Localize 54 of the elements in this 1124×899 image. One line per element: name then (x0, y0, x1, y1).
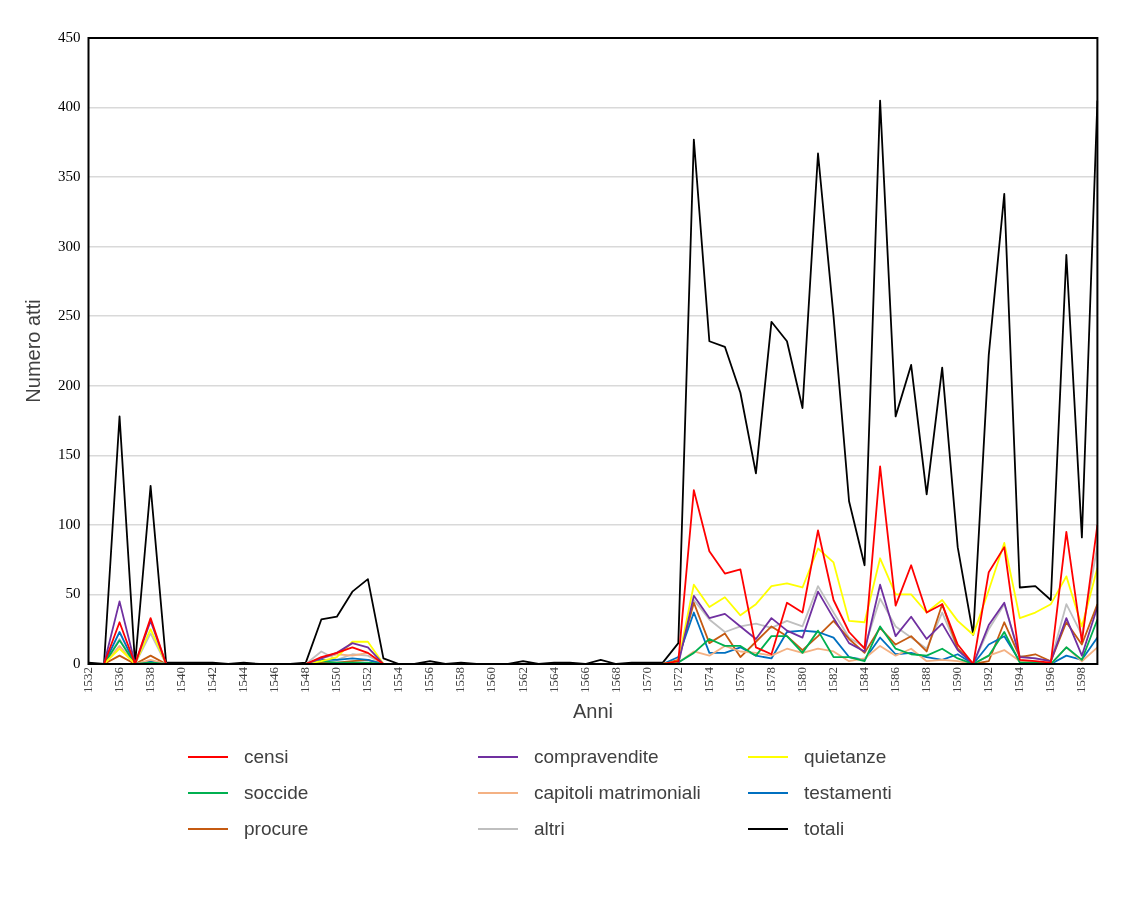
x-tick-label: 1578 (762, 667, 778, 693)
y-tick-label: 250 (58, 307, 81, 324)
x-tick-label: 1540 (173, 667, 189, 693)
x-tick-label: 1544 (235, 666, 251, 693)
y-tick-label: 350 (58, 168, 81, 185)
x-tick-label: 1570 (638, 667, 654, 693)
x-tick-label: 1576 (731, 666, 747, 693)
x-tick-label: 1598 (1073, 667, 1089, 693)
x-tick-label: 1558 (452, 667, 468, 693)
legend-label: censi (244, 746, 289, 768)
x-tick-label: 1562 (514, 667, 530, 693)
y-tick-label: 150 (58, 446, 81, 463)
x-tick-label: 1554 (390, 666, 406, 693)
x-tick-label: 1572 (669, 667, 685, 693)
legend-label: altri (534, 818, 565, 840)
legend-label: testamenti (804, 782, 892, 804)
x-axis-title: Anni (572, 699, 613, 722)
x-tick-label: 1564 (545, 666, 561, 693)
x-tick-label: 1580 (793, 667, 809, 693)
legend-label: soccide (244, 782, 309, 804)
y-tick-label: 300 (58, 237, 81, 254)
y-tick-label: 450 (58, 28, 81, 45)
x-tick-label: 1584 (856, 666, 871, 693)
x-tick-label: 1596 (1042, 666, 1058, 693)
x-tick-label: 1548 (297, 667, 313, 693)
legend-label: capitoli matrimoniali (534, 782, 701, 804)
x-tick-label: 1556 (421, 666, 437, 693)
y-axis-title: Numero atti (21, 299, 44, 403)
y-tick-label: 400 (58, 98, 81, 115)
x-tick-label: 1592 (980, 667, 996, 693)
legend-label: compravendite (534, 746, 659, 768)
x-tick-label: 1560 (483, 667, 499, 693)
x-tick-label: 1542 (204, 667, 220, 693)
y-tick-label: 200 (58, 376, 81, 393)
legend-label: quietanze (804, 746, 887, 768)
x-tick-label: 1588 (918, 667, 934, 693)
x-tick-label: 1582 (824, 667, 840, 693)
x-tick-label: 1546 (266, 666, 282, 693)
x-tick-label: 1550 (328, 667, 344, 693)
x-tick-label: 1566 (576, 666, 592, 693)
y-tick-label: 100 (58, 515, 81, 532)
y-tick-label: 50 (65, 585, 81, 602)
y-tick-label: 0 (73, 654, 81, 671)
x-tick-label: 1552 (359, 667, 375, 693)
x-tick-label: 1586 (887, 666, 903, 693)
x-tick-label: 1532 (79, 667, 95, 693)
x-tick-label: 1574 (700, 666, 716, 693)
x-tick-label: 1594 (1011, 666, 1027, 693)
legend-label: totali (804, 818, 845, 840)
x-tick-label: 1568 (607, 667, 623, 693)
legend-label: procure (244, 818, 309, 840)
x-tick-label: 1536 (110, 666, 126, 693)
x-tick-label: 1538 (142, 667, 158, 693)
x-tick-label: 1590 (949, 667, 965, 693)
